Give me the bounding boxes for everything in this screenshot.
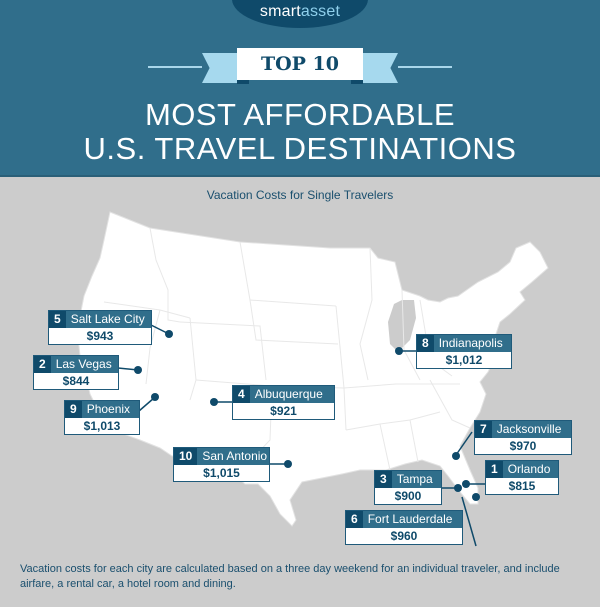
page-title: MOST AFFORDABLE U.S. TRAVEL DESTINATIONS [0, 98, 600, 166]
city-label-fort-lauderdale: 6 Fort Lauderdale $960 [345, 510, 463, 545]
rank-number: 7 [475, 421, 492, 438]
lake-michigan [388, 300, 416, 352]
city-name: Jacksonville [496, 422, 562, 436]
rank-number: 9 [65, 401, 82, 418]
city-label-albuquerque: 4 Albuquerque $921 [232, 385, 335, 420]
rank-number: 8 [417, 335, 434, 352]
city-price: $960 [390, 529, 418, 543]
city-price: $921 [270, 404, 297, 418]
city-price: $1,012 [445, 353, 483, 367]
city-label-jacksonville: 7 Jacksonville $970 [474, 420, 572, 455]
city-name: Indianapolis [438, 336, 503, 350]
marker-tampa [454, 484, 462, 492]
city-price: $943 [86, 329, 114, 343]
city-markers [134, 330, 480, 501]
rank-number: 4 [233, 386, 250, 403]
header-divider [0, 175, 600, 177]
marker-las-vegas [134, 366, 142, 374]
city-name: Fort Lauderdale [367, 512, 453, 526]
city-name: Salt Lake City [70, 312, 145, 326]
city-name: San Antonio [202, 449, 268, 463]
city-name: Phoenix [86, 402, 131, 416]
city-price: $970 [509, 439, 537, 453]
us-outline [77, 211, 549, 527]
city-name: Albuquerque [254, 387, 323, 401]
divider-line-left [148, 66, 202, 68]
title-line-2: U.S. TRAVEL DESTINATIONS [83, 131, 517, 166]
city-price: $1,013 [83, 419, 121, 433]
city-label-tampa: 3 Tampa $900 [374, 470, 442, 505]
city-price: $900 [394, 489, 422, 503]
map-subtitle: Vacation Costs for Single Travelers [206, 188, 394, 202]
rank-number: 3 [375, 471, 392, 488]
title-line-1: MOST AFFORDABLE [144, 97, 456, 132]
methodology-footnote: Vacation costs for each city are calcula… [20, 563, 560, 590]
marker-indianapolis [395, 347, 403, 355]
logo-part-asset: asset [300, 3, 341, 20]
rank-number: 6 [346, 511, 363, 528]
divider-line-right [398, 66, 452, 68]
city-name: Las Vegas [55, 357, 112, 371]
marker-orlando [462, 480, 470, 488]
city-label-indianapolis: 8 Indianapolis $1,012 [416, 334, 512, 369]
city-label-phoenix: 9 Phoenix $1,013 [64, 400, 140, 435]
marker-phoenix [151, 393, 159, 401]
rank-number: 1 [486, 461, 503, 478]
ribbon-fold-right [351, 79, 363, 84]
marker-albuquerque [210, 398, 218, 406]
city-label-salt-lake-city: 5 Salt Lake City $943 [48, 310, 152, 345]
city-label-orlando: 1 Orlando $815 [485, 460, 559, 495]
rank-number: 5 [49, 311, 66, 328]
header-banner [0, 0, 600, 175]
city-name: Tampa [396, 472, 433, 486]
city-price: $844 [62, 374, 90, 388]
city-price: $1,015 [203, 466, 240, 480]
rank-number: 2 [34, 356, 51, 373]
ribbon-fold-left [237, 79, 249, 84]
marker-fort-lauderdale [472, 493, 480, 501]
city-label-san-antonio: 10 San Antonio $1,015 [173, 447, 270, 482]
marker-salt-lake-city [165, 330, 173, 338]
marker-san-antonio [284, 460, 292, 468]
city-price: $815 [508, 479, 536, 493]
marker-jacksonville [452, 452, 460, 460]
smartasset-logo: smartasset [0, 3, 600, 21]
city-name: Orlando [507, 462, 551, 476]
top-10-badge: TOP 10 [237, 48, 363, 80]
city-label-las-vegas: 2 Las Vegas $844 [33, 355, 119, 390]
logo-part-smart: smart [259, 3, 301, 20]
rank-number: 10 [174, 448, 198, 465]
